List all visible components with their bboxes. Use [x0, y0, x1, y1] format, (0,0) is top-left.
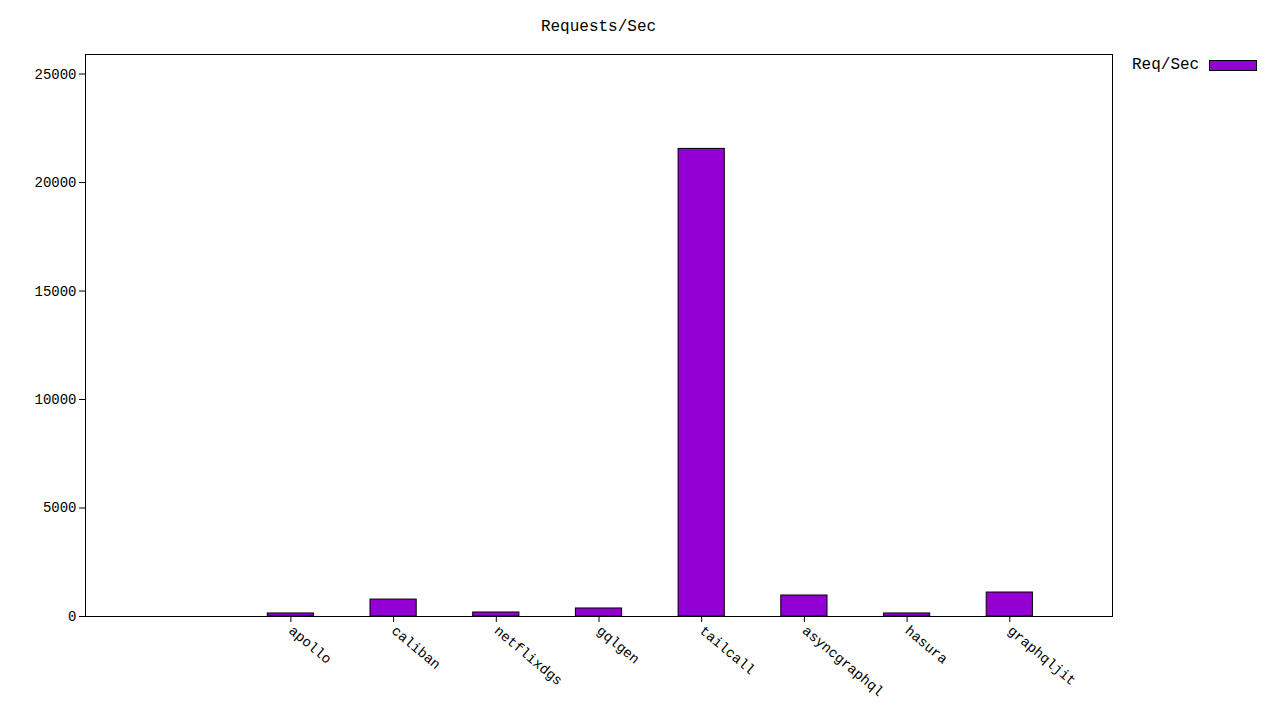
svg-text:10000: 10000 [34, 392, 76, 408]
svg-text:5000: 5000 [43, 500, 77, 516]
svg-text:asyncgraphql: asyncgraphql [799, 623, 887, 700]
svg-text:15000: 15000 [34, 283, 76, 299]
svg-text:apollo: apollo [285, 623, 334, 668]
html-text:Req/Sec: Req/Sec [1132, 56, 1200, 74]
svg-text:caliban: caliban [388, 623, 443, 673]
svg-text:netflixdgs: netflixdgs [491, 623, 566, 689]
svg-text:25000: 25000 [34, 67, 76, 83]
svg-text:tailcall: tailcall [696, 623, 758, 678]
html-text:Requests/Sec: Requests/Sec [540, 18, 657, 36]
svg-text:20000: 20000 [34, 175, 76, 191]
svg-text:0: 0 [68, 609, 76, 625]
svg-text:gqlgen: gqlgen [594, 623, 643, 668]
svg-text:graphqljit: graphqljit [1004, 623, 1079, 689]
svg-text:hasura: hasura [902, 623, 951, 668]
